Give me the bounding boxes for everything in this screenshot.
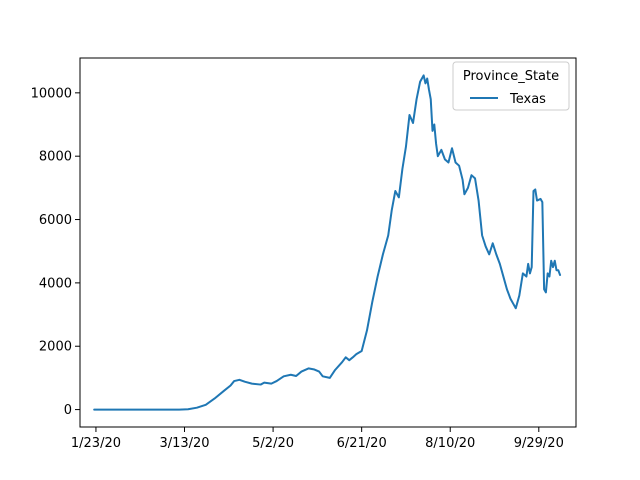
y-tick-label: 6000 (39, 213, 72, 228)
x-tick-label: 6/21/20 (337, 436, 387, 451)
y-axis: 0 2000 4000 6000 8000 10000 (31, 86, 80, 418)
plot-area (79, 57, 577, 428)
y-tick-label: 4000 (39, 276, 72, 291)
legend-label-texas: Texas (509, 92, 546, 107)
y-tick-label: 0 (64, 403, 72, 418)
y-tick-label: 8000 (39, 150, 72, 165)
x-tick-label: 1/23/20 (71, 436, 121, 451)
series-layer (93, 74, 562, 411)
x-tick-label: 5/2/20 (252, 436, 294, 451)
y-tick-label: 10000 (31, 86, 72, 101)
x-axis: 1/23/20 3/13/20 5/2/20 6/21/20 8/10/20 9/29/2… (71, 427, 564, 451)
series-line-texas (93, 74, 562, 411)
x-tick-label: 3/13/20 (159, 436, 209, 451)
x-tick-label: 9/29/20 (514, 436, 564, 451)
y-tick-label: 2000 (39, 340, 72, 355)
legend: Province_State Texas (452, 61, 570, 111)
legend-title: Province_State (463, 69, 559, 84)
x-tick-label: 8/10/20 (425, 436, 475, 451)
